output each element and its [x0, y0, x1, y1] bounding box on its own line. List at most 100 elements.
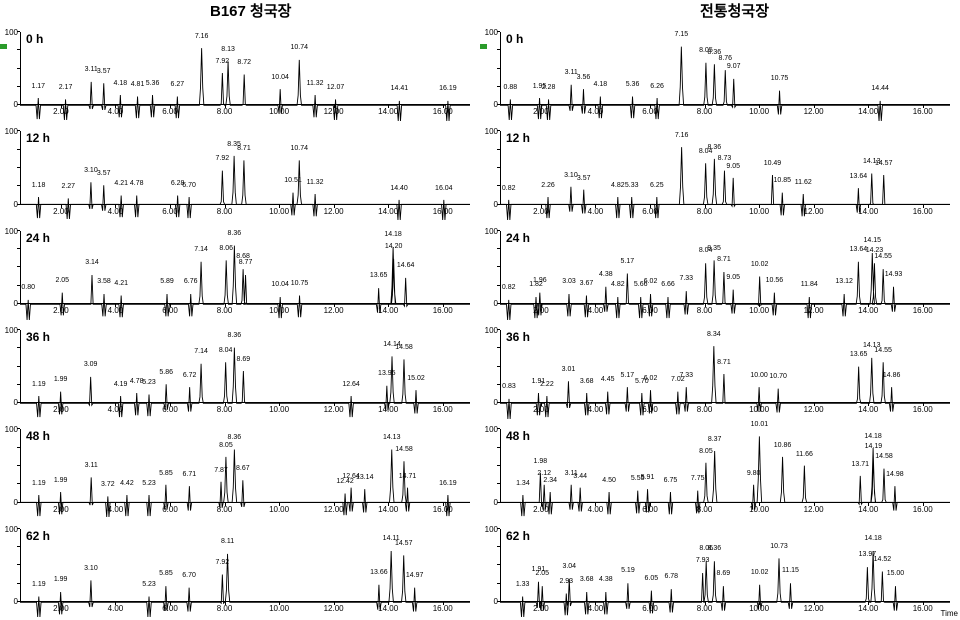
peak-label: 4.21: [114, 280, 128, 287]
peak-label: 7.33: [679, 275, 693, 282]
x-axis-ticks: 2.004.006.008.0010.0012.0014.0016.00: [20, 604, 470, 614]
peak-label: 10.51: [284, 177, 302, 184]
chromatogram-panel: 01002.004.006.008.0010.0012.0014.0016.00…: [480, 322, 960, 421]
y-tick-label: 100: [0, 525, 18, 534]
peak-label: 13.64: [850, 173, 868, 180]
trace: [500, 231, 950, 304]
peak-label: 10.74: [291, 145, 309, 152]
peak-label: 3.11: [85, 66, 98, 73]
x-axis-ticks: 2.004.006.008.0010.0012.0014.0016.00: [20, 207, 470, 217]
peak-label: 14.55: [874, 253, 892, 260]
peak-label: 7.92: [216, 559, 230, 566]
x-tick-label: 10.00: [749, 207, 769, 216]
x-axis-ticks: 2.004.006.008.0010.0012.0014.0016.00: [20, 306, 470, 316]
peak-label: 8.71: [237, 145, 251, 152]
plot-area: 01002.004.006.008.0010.0012.0014.0016.00…: [20, 131, 470, 204]
x-tick-label: 16.00: [913, 405, 933, 414]
peak-label: 2.05: [535, 570, 549, 577]
peak-label: 3.11: [85, 462, 98, 469]
peak-label: 8.37: [708, 436, 722, 443]
plot-area: 01002.004.006.008.0010.0012.0014.0016.00…: [20, 429, 470, 502]
peak-label: 10.73: [770, 543, 788, 550]
y-tick-label: 0: [0, 299, 18, 308]
right-column-title: 전통청국장: [700, 0, 769, 21]
peak-label: 7.75: [691, 475, 705, 482]
x-tick-label: 10.00: [269, 405, 289, 414]
peak-label: 3.57: [97, 170, 111, 177]
plot-area: 01002.004.006.008.0010.0012.0014.0016.00…: [500, 231, 950, 304]
y-tick-label: 0: [0, 498, 18, 507]
peak-label: 10.01: [751, 421, 769, 428]
peak-label: 8.71: [717, 359, 731, 366]
peak-label: 7.14: [194, 348, 208, 355]
x-tick-label: 14.00: [858, 505, 878, 514]
peak-label: 0.83: [502, 383, 516, 390]
peak-label: 5.89: [160, 278, 174, 285]
peak-label: 8.76: [718, 55, 732, 62]
x-tick-label: 10.00: [269, 604, 289, 613]
peak-label: 10.04: [271, 281, 289, 288]
plot-area: 01002.004.006.008.0010.0012.0014.0016.00…: [500, 429, 950, 502]
hour-label: 62 h: [26, 529, 50, 543]
y-tick-label: 0: [0, 100, 18, 109]
peak-label: 3.01: [562, 366, 576, 373]
x-tick-label: 10.00: [269, 207, 289, 216]
peak-label: 8.35: [707, 245, 721, 252]
peak-label: 7.16: [195, 33, 209, 40]
peak-label: 10.86: [774, 442, 792, 449]
peak-label: 14.57: [395, 540, 413, 547]
x-tick-label: 16.00: [913, 207, 933, 216]
plot-area: 01002.004.006.008.0010.0012.0014.0016.00…: [20, 32, 470, 105]
x-tick-label: 12.00: [324, 306, 344, 315]
peak-label: 1.33: [516, 581, 530, 588]
x-tick-label: 8.00: [217, 207, 233, 216]
y-tick-label: 0: [480, 100, 498, 109]
x-tick-label: 14.00: [378, 306, 398, 315]
peak-label: 6.66: [661, 281, 675, 288]
peak-label: 9.05: [726, 274, 740, 281]
marker-icon: [480, 44, 487, 49]
peak-label: 3.09: [84, 361, 98, 368]
peak-label: 15.02: [407, 375, 425, 382]
peak-label: 4.82: [611, 281, 625, 288]
peak-label: 5.17: [621, 258, 635, 265]
x-tick-label: 12.00: [324, 505, 344, 514]
x-axis-ticks: 2.004.006.008.0010.0012.0014.0016.00: [20, 405, 470, 415]
x-tick-label: 16.00: [913, 306, 933, 315]
peak-label: 15.00: [887, 570, 905, 577]
peak-label: 5.85: [159, 470, 173, 477]
peak-label: 0.88: [504, 84, 518, 91]
peak-label: 14.15: [864, 237, 882, 244]
peak-label: 3.10: [84, 565, 98, 572]
peak-label: 11.32: [307, 80, 324, 87]
x-tick-label: 8.00: [697, 306, 713, 315]
peak-label: 6.05: [645, 575, 659, 582]
peak-label: 1.19: [32, 581, 46, 588]
trace: [500, 429, 950, 502]
peak-label: 13.71: [852, 461, 870, 468]
peak-label: 3.68: [580, 576, 594, 583]
x-tick-label: 14.00: [858, 207, 878, 216]
x-tick-label: 12.00: [804, 505, 824, 514]
trace: [500, 131, 950, 204]
x-tick-label: 4.00: [588, 405, 604, 414]
time-axis-label: Time: [941, 609, 958, 618]
peak-label: 2.34: [543, 477, 557, 484]
peak-label: 1.19: [32, 480, 46, 487]
plot-area: 01002.004.006.008.0010.0012.0014.0016.00…: [20, 330, 470, 403]
peak-label: 0.82: [502, 284, 516, 291]
peak-label: 14.57: [875, 160, 893, 167]
peak-label: 14.71: [399, 473, 417, 480]
peak-label: 10.75: [771, 75, 789, 82]
x-tick-label: 6.00: [642, 505, 658, 514]
peak-label: 6.70: [182, 572, 196, 579]
y-tick-label: 100: [480, 525, 498, 534]
hour-label: 24 h: [506, 231, 530, 245]
peak-label: 1.99: [54, 376, 68, 383]
chromatogram-panel: 01002.004.006.008.0010.0012.0014.0016.00…: [480, 421, 960, 520]
peak-label: 5.17: [621, 372, 635, 379]
x-tick-label: 12.00: [804, 207, 824, 216]
y-tick-label: 100: [480, 28, 498, 37]
peak-label: 8.72: [237, 59, 251, 66]
peak-label: 13.65: [370, 272, 388, 279]
